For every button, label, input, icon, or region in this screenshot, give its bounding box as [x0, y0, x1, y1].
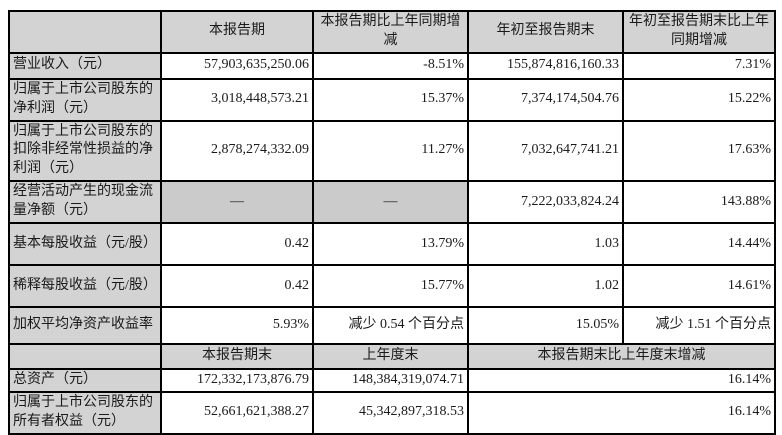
- table-row: 归属于上市公司股东的净利润（元） 3,018,448,573.21 15.37%…: [8, 77, 776, 122]
- column-header-change-vs-last-year-end: 本报告期末比上年度末增减: [467, 343, 776, 371]
- value-cell: 13.79%: [312, 222, 469, 267]
- value-cell: 143.88%: [622, 180, 776, 225]
- value-cell: 7,222,033,824.24: [467, 180, 624, 225]
- table-row: 加权平均净资产收益率 5.93% 减少 0.54 个百分点 15.05% 减少 …: [8, 306, 776, 346]
- value-cell: 52,661,621,388.27: [160, 390, 314, 435]
- value-cell: 172,332,173,876.79: [160, 368, 314, 393]
- column-header-period-yoy-change: 本报告期比上年同期增减: [312, 10, 469, 54]
- table-row: 归属于上市公司股东的所有者权益（元） 52,661,621,388.27 45,…: [8, 390, 776, 435]
- table-row: 总资产（元） 172,332,173,876.79 148,384,319,07…: [8, 368, 776, 393]
- table-row: 经营活动产生的现金流量净额（元） — — 7,222,033,824.24 14…: [8, 180, 776, 225]
- column-header-ytd: 年初至报告期末: [467, 10, 624, 54]
- row-label-total-assets: 总资产（元）: [8, 368, 162, 393]
- value-cell: 16.14%: [467, 368, 776, 393]
- value-cell: 1.02: [467, 264, 624, 309]
- value-cell-not-applicable: —: [160, 180, 314, 225]
- value-cell: 15.22%: [622, 77, 776, 122]
- table-row: 归属于上市公司股东的扣除非经常性损益的净利润（元） 2,878,274,332.…: [8, 119, 776, 183]
- table-row: 营业收入（元） 57,903,635,250.06 -8.51% 155,874…: [8, 51, 776, 80]
- value-cell: 减少 0.54 个百分点: [312, 306, 469, 346]
- value-cell: 57,903,635,250.06: [160, 51, 314, 80]
- value-cell: 7,374,174,504.76: [467, 77, 624, 122]
- value-cell: 7,032,647,741.21: [467, 119, 624, 183]
- header-row: 本报告期 本报告期比上年同期增减 年初至报告期末 年初至报告期末比上年同期增减: [8, 10, 776, 54]
- financial-summary-table: 本报告期 本报告期比上年同期增减 年初至报告期末 年初至报告期末比上年同期增减 …: [8, 10, 776, 435]
- subheader-blank-cell: [8, 343, 162, 371]
- row-label-owners-equity: 归属于上市公司股东的所有者权益（元）: [8, 390, 162, 435]
- table-row: 稀释每股收益（元/股） 0.42 15.77% 1.02 14.61%: [8, 264, 776, 309]
- column-header-ytd-yoy-change: 年初至报告期末比上年同期增减: [622, 10, 776, 54]
- value-cell: 5.93%: [160, 306, 314, 346]
- value-cell: 45,342,897,318.53: [312, 390, 469, 435]
- value-cell: 2,878,274,332.09: [160, 119, 314, 183]
- row-label-weighted-avg-roe: 加权平均净资产收益率: [8, 306, 162, 346]
- table-row: 基本每股收益（元/股） 0.42 13.79% 1.03 14.44%: [8, 222, 776, 267]
- corner-blank-cell: [8, 10, 162, 54]
- row-label-operating-revenue: 营业收入（元）: [8, 51, 162, 80]
- value-cell: 15.77%: [312, 264, 469, 309]
- value-cell: 14.44%: [622, 222, 776, 267]
- value-cell: 3,018,448,573.21: [160, 77, 314, 122]
- value-cell: 14.61%: [622, 264, 776, 309]
- value-cell: 0.42: [160, 264, 314, 309]
- value-cell: 148,384,319,074.71: [312, 368, 469, 393]
- value-cell: 155,874,816,160.33: [467, 51, 624, 80]
- value-cell: 7.31%: [622, 51, 776, 80]
- value-cell: 17.63%: [622, 119, 776, 183]
- row-label-basic-eps: 基本每股收益（元/股）: [8, 222, 162, 267]
- value-cell: 11.27%: [312, 119, 469, 183]
- column-header-end-of-period: 本报告期末: [160, 343, 314, 371]
- value-cell-not-applicable: —: [312, 180, 469, 225]
- row-label-diluted-eps: 稀释每股收益（元/股）: [8, 264, 162, 309]
- value-cell: 15.37%: [312, 77, 469, 122]
- value-cell: 15.05%: [467, 306, 624, 346]
- row-label-operating-cash-flow: 经营活动产生的现金流量净额（元）: [8, 180, 162, 225]
- subheader-row: 本报告期末 上年度末 本报告期末比上年度末增减: [8, 343, 776, 371]
- value-cell: 0.42: [160, 222, 314, 267]
- value-cell: 1.03: [467, 222, 624, 267]
- column-header-current-period: 本报告期: [160, 10, 314, 54]
- row-label-net-profit-excl-nonrecurring: 归属于上市公司股东的扣除非经常性损益的净利润（元）: [8, 119, 162, 183]
- row-label-net-profit: 归属于上市公司股东的净利润（元）: [8, 77, 162, 122]
- value-cell: 减少 1.51 个百分点: [622, 306, 776, 346]
- column-header-end-of-last-year: 上年度末: [312, 343, 469, 371]
- value-cell: -8.51%: [312, 51, 469, 80]
- value-cell: 16.14%: [467, 390, 776, 435]
